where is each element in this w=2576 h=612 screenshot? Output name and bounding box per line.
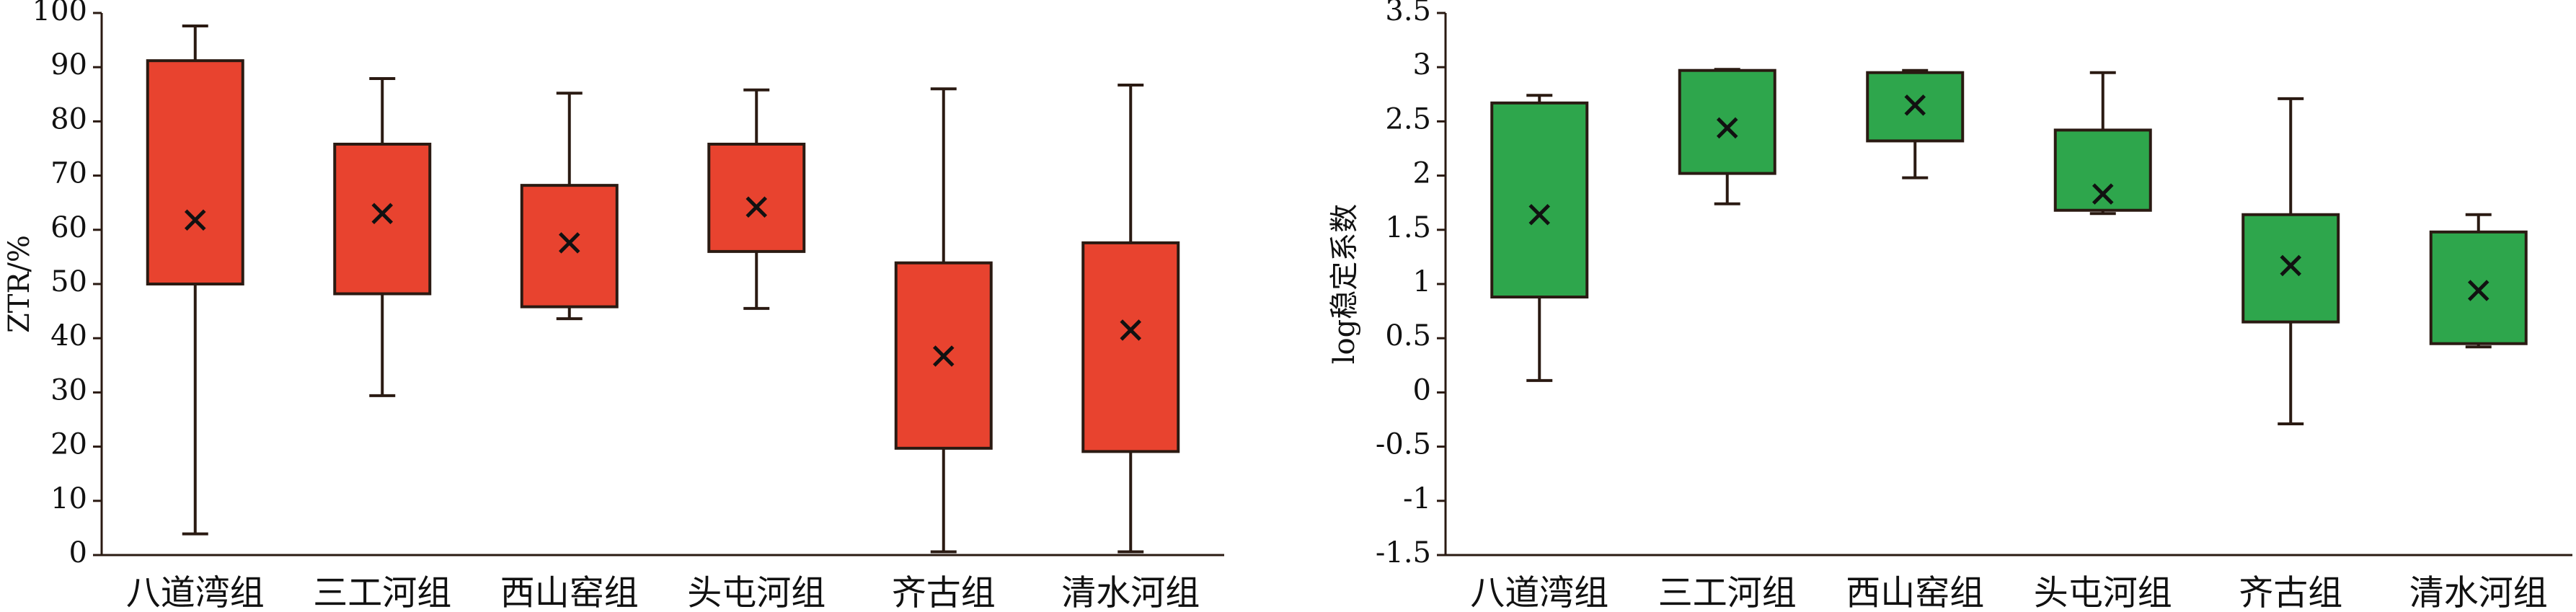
y-tick-label: 0 — [69, 536, 87, 569]
x-tick-label: 齐古组 — [892, 573, 996, 612]
x-tick-label: 西山窑组 — [500, 573, 639, 612]
mean-marker — [932, 345, 955, 367]
x-tick-label: 头屯河组 — [2034, 573, 2172, 612]
y-tick-label: 90 — [50, 48, 87, 81]
x-tick-label: 头屯河组 — [687, 573, 826, 612]
box — [894, 261, 993, 450]
y-tick-label: 60 — [50, 211, 87, 244]
y-tick-label: -1.5 — [1376, 536, 1431, 569]
y-axis-label: log稳定系数 — [1328, 204, 1361, 364]
y-tick-label: 20 — [50, 428, 87, 461]
y-tick-label: 80 — [50, 102, 87, 136]
y-tick-label: 3.5 — [1385, 0, 1431, 27]
box — [520, 184, 619, 309]
y-tick-label: 40 — [50, 319, 87, 352]
box — [1081, 241, 1180, 453]
box — [2241, 213, 2340, 324]
box — [333, 142, 432, 296]
mean-marker — [558, 232, 580, 254]
y-tick-label: 2.5 — [1385, 102, 1431, 136]
x-tick-label: 三工河组 — [313, 573, 451, 612]
mean-marker — [1904, 94, 1926, 116]
box — [2053, 128, 2152, 212]
y-tick-label: 30 — [50, 373, 87, 407]
y-tick-label: 0 — [1413, 373, 1431, 407]
x-tick-label: 清水河组 — [2409, 573, 2548, 612]
mean-marker — [1716, 117, 1738, 139]
y-tick-label: -0.5 — [1376, 428, 1431, 461]
mean-marker — [745, 196, 768, 218]
box — [2429, 230, 2528, 345]
x-tick-label: 西山窑组 — [1846, 573, 1984, 612]
y-tick-label: 3 — [1413, 48, 1431, 81]
y-tick-label: 50 — [50, 265, 87, 298]
box — [146, 59, 244, 286]
x-tick-label: 清水河组 — [1061, 573, 1200, 612]
y-tick-label: 0.5 — [1385, 319, 1431, 352]
box — [707, 142, 806, 253]
x-tick-label: 八道湾组 — [126, 573, 265, 612]
mean-marker — [2467, 280, 2489, 301]
mean-marker — [2092, 183, 2114, 205]
y-tick-label: 1 — [1413, 265, 1431, 298]
y-tick-label: 10 — [50, 482, 87, 515]
y-tick-label: 1.5 — [1385, 211, 1431, 244]
mean-marker — [1120, 319, 1142, 341]
y-tick-label: 100 — [32, 0, 87, 27]
y-tick-label: -1 — [1403, 482, 1431, 515]
mean-marker — [371, 203, 394, 225]
y-axis-label: ZTR/% — [3, 235, 36, 333]
y-tick-label: 70 — [50, 157, 87, 190]
x-tick-label: 八道湾组 — [1470, 573, 1608, 612]
mean-marker — [184, 209, 206, 231]
box — [1678, 68, 1776, 175]
y-tick-label: 2 — [1413, 157, 1431, 190]
x-tick-label: 三工河组 — [1658, 573, 1797, 612]
mean-marker — [1528, 203, 1551, 226]
x-tick-label: 齐古组 — [2239, 573, 2342, 612]
mean-marker — [2280, 254, 2302, 277]
box — [1490, 101, 1589, 299]
